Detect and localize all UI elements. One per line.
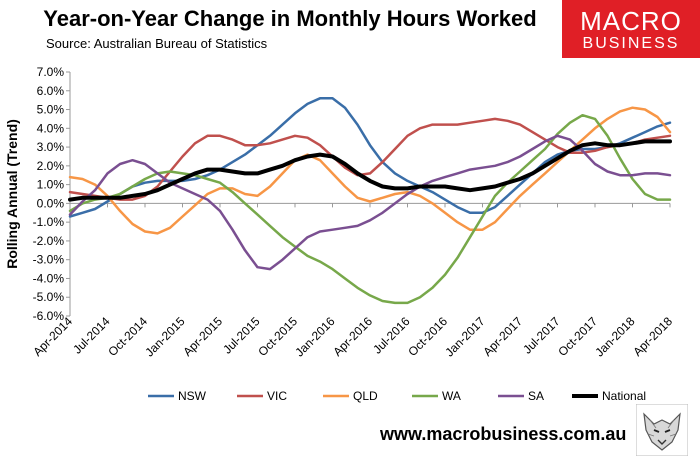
x-tick-label: Jan-2015 [142,314,188,360]
x-tick-label: Apr-2016 [330,314,375,359]
y-axis-label: Rolling Annual (Trend) [4,119,20,269]
x-tick-label: Oct-2016 [405,314,450,359]
x-tick-label: Oct-2017 [555,314,600,359]
legend-label-nsw: NSW [178,389,207,403]
logo-line2: BUSINESS [582,35,680,52]
y-tick-label: -2.0% [33,234,65,248]
x-tick-label: Jan-2016 [292,314,338,360]
website-url: www.macrobusiness.com.au [380,424,627,444]
x-tick-label: Apr-2015 [180,314,225,359]
x-tick-label: Apr-2017 [480,314,525,359]
chart-source: Source: Australian Bureau of Statistics [46,36,268,51]
macrobusiness-logo: MACRO BUSINESS [562,0,700,58]
x-tick-label: Apr-2018 [630,314,675,359]
y-tick-label: -6.0% [33,309,65,323]
y-tick-label: 5.0% [37,103,65,117]
y-tick-label: 2.0% [37,159,65,173]
chart-title: Year-on-Year Change in Monthly Hours Wor… [43,6,537,31]
legend-label-sa: SA [528,389,544,403]
y-tick-label: 4.0% [37,121,65,135]
y-tick-label: 3.0% [37,140,65,154]
y-tick-label: 6.0% [37,84,65,98]
series-line-national [68,139,672,202]
legend-label-wa: WA [442,389,461,403]
y-tick-label: 0.0% [37,196,65,210]
y-tick-label: 7.0% [37,65,65,79]
legend-label-national: National [602,389,646,403]
x-tick-label: Jan-2018 [592,314,638,360]
y-tick-label: -3.0% [33,253,65,267]
x-tick-label: Jan-2017 [442,314,488,360]
y-tick-label: -1.0% [33,215,65,229]
x-tick-label: Oct-2014 [105,314,150,359]
y-tick-label: -5.0% [33,290,65,304]
series-line-qld [68,106,672,235]
logo-line1: MACRO [580,6,682,36]
wolf-logo-icon [636,404,688,456]
series-line-wa [68,113,672,305]
legend-label-vic: VIC [267,389,287,403]
y-tick-label: -4.0% [33,271,65,285]
y-tick-label: 1.0% [37,178,65,192]
x-tick-label: Oct-2015 [255,314,300,359]
legend-label-qld: QLD [353,389,378,403]
